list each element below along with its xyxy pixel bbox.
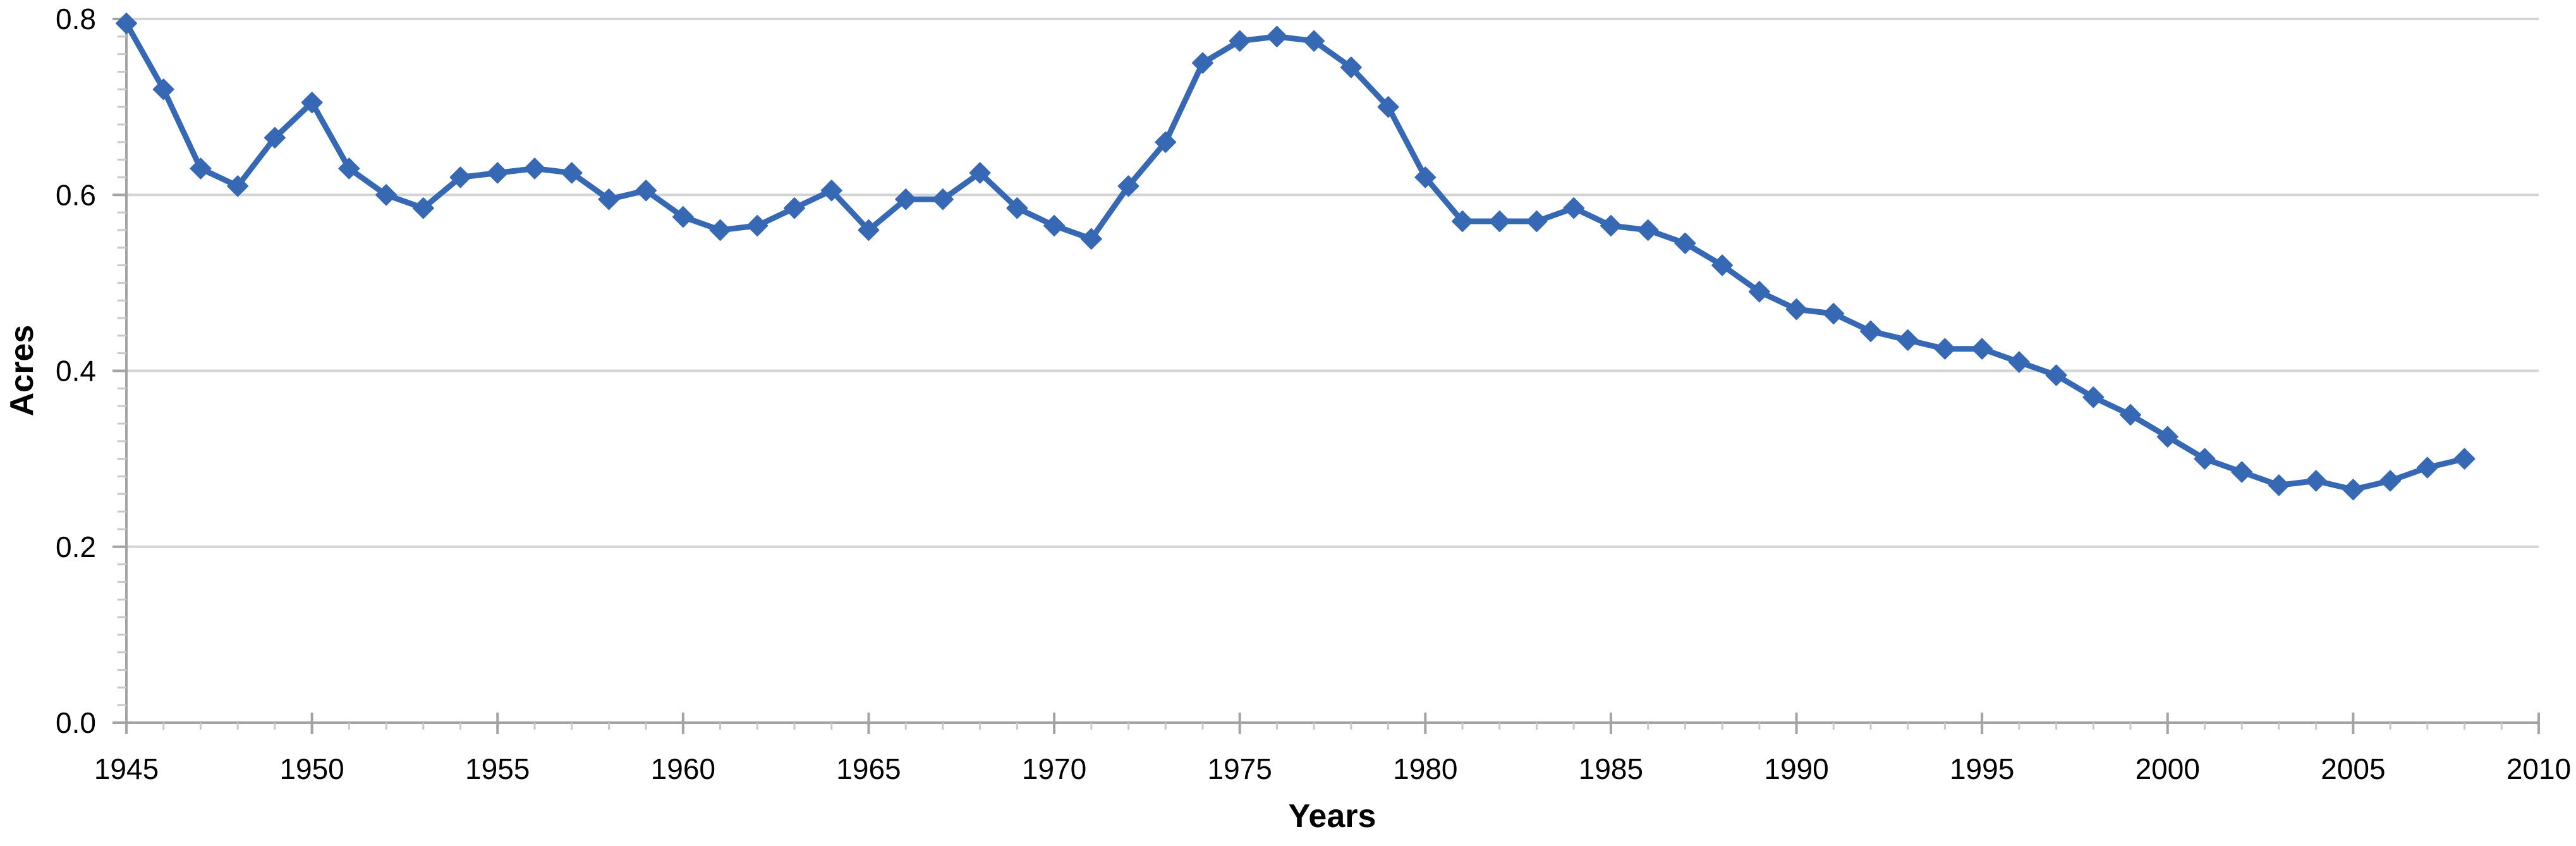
data-point-marker bbox=[301, 92, 323, 114]
data-point-marker bbox=[1006, 197, 1028, 219]
data-point-marker bbox=[1971, 338, 1993, 360]
data-point-marker bbox=[561, 162, 583, 184]
x-tick-label: 2000 bbox=[2136, 752, 2200, 785]
data-point-marker bbox=[1934, 338, 1956, 360]
data-point-marker bbox=[672, 206, 694, 228]
x-tick-label: 1995 bbox=[1950, 752, 2014, 785]
y-tick-label: 0.8 bbox=[56, 3, 96, 35]
x-tick-label: 1985 bbox=[1579, 752, 1643, 785]
y-tick-label: 0.6 bbox=[56, 178, 96, 211]
data-point-marker bbox=[1414, 166, 1437, 188]
data-point-marker bbox=[1155, 131, 1177, 153]
y-tick-label: 0.0 bbox=[56, 706, 96, 739]
data-point-marker bbox=[2156, 426, 2178, 448]
data-point-marker bbox=[1600, 214, 1622, 236]
data-point-marker bbox=[1117, 175, 1139, 197]
data-point-marker bbox=[1452, 210, 1474, 232]
data-point-marker bbox=[487, 162, 509, 184]
data-point-marker bbox=[1303, 30, 1325, 52]
data-point-marker bbox=[746, 214, 769, 236]
data-point-marker bbox=[1266, 25, 1288, 47]
data-point-marker bbox=[2305, 470, 2327, 492]
data-point-marker bbox=[1785, 298, 1807, 321]
data-point-marker bbox=[449, 166, 471, 188]
data-point-marker bbox=[2231, 461, 2253, 483]
data-point-marker bbox=[412, 197, 434, 219]
data-point-marker bbox=[895, 188, 917, 211]
data-point-marker bbox=[598, 188, 620, 211]
data-point-marker bbox=[2008, 351, 2030, 373]
tick-labels-group: 0.0 0.2 0.4 0.6 0.8 1945 1950 1955 1960 1965 1970 1… bbox=[56, 3, 2571, 785]
gridlines-group bbox=[126, 18, 2539, 548]
data-point-marker bbox=[264, 126, 286, 149]
data-point-marker bbox=[969, 162, 991, 184]
data-point-marker bbox=[190, 157, 212, 180]
data-point-marker bbox=[116, 12, 137, 34]
data-point-marker bbox=[1526, 210, 1548, 232]
data-point-marker bbox=[2416, 457, 2438, 479]
data-point-marker bbox=[2268, 474, 2290, 496]
x-tick-label: 1950 bbox=[279, 752, 344, 785]
data-point-marker bbox=[227, 175, 249, 197]
data-point-marker bbox=[1823, 303, 1845, 325]
data-point-marker bbox=[1637, 219, 1659, 241]
x-tick-label: 2005 bbox=[2321, 752, 2385, 785]
y-tick-label: 0.2 bbox=[56, 530, 96, 563]
data-point-marker bbox=[338, 157, 360, 180]
data-point-marker bbox=[152, 78, 174, 101]
x-tick-label: 1955 bbox=[465, 752, 530, 785]
data-point-marker bbox=[1229, 30, 1251, 52]
data-point-marker bbox=[2342, 479, 2364, 501]
data-point-marker bbox=[1340, 56, 1362, 78]
series-line bbox=[123, 20, 2468, 493]
data-point-marker bbox=[1563, 197, 1585, 219]
data-point-marker bbox=[784, 197, 806, 219]
y-axis-title: Acres bbox=[4, 325, 40, 417]
data-point-marker bbox=[2045, 364, 2067, 386]
x-tick-label: 1980 bbox=[1393, 752, 1457, 785]
data-series-group bbox=[116, 12, 2476, 501]
data-point-marker bbox=[1043, 214, 1066, 236]
data-point-marker bbox=[375, 184, 398, 206]
data-point-marker bbox=[1488, 210, 1510, 232]
data-point-marker bbox=[1191, 52, 1213, 74]
x-tick-label: 1970 bbox=[1022, 752, 1086, 785]
data-point-marker bbox=[2453, 448, 2476, 470]
x-tick-label: 1960 bbox=[651, 752, 715, 785]
data-point-marker bbox=[2120, 404, 2142, 426]
data-point-marker bbox=[1748, 281, 1770, 303]
data-point-marker bbox=[1711, 254, 1734, 276]
data-point-marker bbox=[2082, 386, 2105, 408]
data-point-marker bbox=[1377, 96, 1399, 118]
x-tick-label: 1945 bbox=[94, 752, 159, 785]
data-point-marker bbox=[858, 219, 880, 241]
data-point-marker bbox=[820, 180, 842, 202]
data-point-marker bbox=[1674, 232, 1696, 254]
x-tick-label: 1990 bbox=[1764, 752, 1828, 785]
data-point-marker bbox=[932, 188, 954, 211]
data-point-marker bbox=[2194, 448, 2216, 470]
x-tick-label: 1965 bbox=[836, 752, 901, 785]
y-tick-label: 0.4 bbox=[56, 355, 96, 388]
ticks-group bbox=[112, 18, 2540, 734]
x-axis-title: Years bbox=[1289, 798, 1376, 835]
data-point-marker bbox=[523, 157, 545, 180]
data-point-marker bbox=[709, 219, 731, 241]
data-point-marker bbox=[1859, 320, 1881, 342]
x-tick-label: 1975 bbox=[1208, 752, 1272, 785]
x-tick-label: 2010 bbox=[2506, 752, 2571, 785]
data-point-marker bbox=[1080, 228, 1102, 250]
data-point-marker bbox=[2379, 470, 2402, 492]
data-point-marker bbox=[635, 180, 657, 202]
data-point-marker bbox=[1897, 329, 1919, 351]
